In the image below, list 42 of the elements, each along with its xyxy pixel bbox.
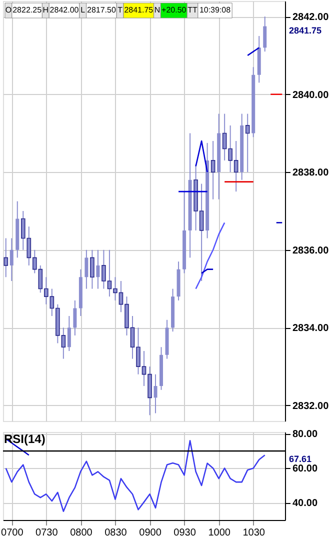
x-tick-label: 0800 [70,528,93,538]
annotation: 2842.00 [50,6,80,14]
annotation: 2841.75 [124,6,154,14]
candlestick [73,300,77,336]
annotation: H [42,6,49,14]
y-tick-label: 2832.00 [292,400,330,412]
y-tick-label: 2840.00 [292,90,330,101]
annotation: T [118,6,123,14]
y-tick-label: 80.00 [292,429,318,440]
annotation: 2817.50 [86,6,116,14]
x-tick-label: 0830 [104,528,128,538]
x-tick-label: 0900 [139,528,162,538]
x-tick-label: 0700 [1,528,24,538]
y-tick-label: 2838.00 [292,168,330,179]
y-tick-label: 2836.00 [292,245,330,256]
x-tick-label: 0730 [36,528,58,538]
candlestick [4,238,8,278]
y-tick-label: 40.00 [292,498,318,510]
candlestick [67,316,71,352]
candlestick [263,16,267,52]
candlestick [84,249,88,290]
annotation: 2822.25 [12,6,42,14]
y-tick-label: 60.00 [292,464,318,475]
candlestick [10,238,14,282]
annotation: O [5,6,12,14]
text: 2841.75 [289,25,322,36]
candlestick [210,140,216,200]
annotation: L [80,6,86,14]
annotation: +20.50 [162,6,187,14]
y-tick-label: 2834.00 [292,323,330,334]
annotation: 10:39:08 [199,6,232,14]
x-tick-label: 1000 [208,528,231,538]
x-tick-label: 0930 [174,528,196,538]
annotation: TT [188,6,198,14]
y-tick-label: 2842.00 [292,12,330,24]
annotation: N [154,6,160,14]
line-series [195,222,226,290]
candlestick [154,374,158,414]
text: 67.61 [289,454,312,464]
candlestick [245,113,250,173]
x-tick-label: 1030 [242,528,266,538]
chart-title: RSI(14) [4,432,46,446]
